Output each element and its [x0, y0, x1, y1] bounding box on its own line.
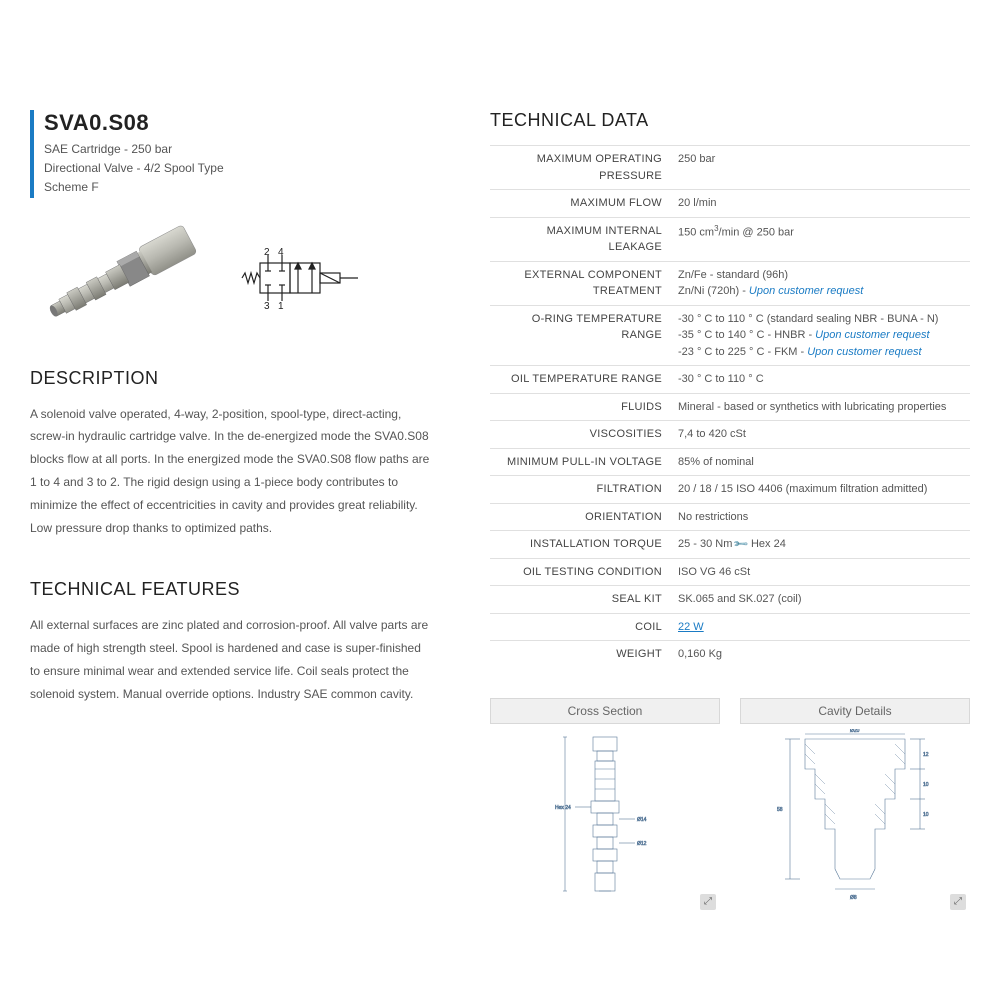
schematic-symbol: 2 4 3 1	[230, 243, 370, 313]
svg-text:Hex 24: Hex 24	[555, 805, 571, 811]
spec-label: OIL TEMPERATURE RANGE	[490, 366, 670, 394]
svg-text:12: 12	[923, 752, 929, 758]
spec-label: EXTERNAL COMPONENT TREATMENT	[490, 261, 670, 305]
spec-label: MAXIMUM OPERATING PRESSURE	[490, 146, 670, 190]
cavity-details-drawing: 12 10 10 58 Ø8 Ø20 ⤢	[740, 724, 970, 914]
spec-value: 20 / 18 / 15 ISO 4406 (maximum filtratio…	[670, 476, 970, 504]
left-column: SVA0.S08 SAE Cartridge - 250 bar Directi…	[30, 110, 430, 914]
svg-text:Ø8: Ø8	[850, 895, 857, 901]
drawings-row: Cross Section	[490, 698, 970, 914]
port-label-4: 4	[278, 247, 284, 258]
title-block: SVA0.S08 SAE Cartridge - 250 bar Directi…	[30, 110, 430, 198]
svg-text:10: 10	[923, 782, 929, 788]
table-row: MAXIMUM INTERNAL LEAKAGE150 cm3/min @ 25…	[490, 217, 970, 261]
spec-value: 25 - 30 Nm 🔧 Hex 24	[670, 531, 970, 559]
description-text: A solenoid valve operated, 4-way, 2-posi…	[30, 403, 430, 540]
product-title: SVA0.S08	[44, 110, 430, 136]
table-row: WEIGHT0,160 Kg	[490, 641, 970, 668]
spec-label: VISCOSITIES	[490, 421, 670, 449]
spec-value: -30 ° C to 110 ° C	[670, 366, 970, 394]
spec-value: Mineral - based or synthetics with lubri…	[670, 393, 970, 421]
table-row: MAXIMUM OPERATING PRESSURE250 bar	[490, 146, 970, 190]
technical-data-table: MAXIMUM OPERATING PRESSURE250 barMAXIMUM…	[490, 145, 970, 668]
spec-value: -30 ° C to 110 ° C (standard sealing NBR…	[670, 305, 970, 366]
port-label-1: 1	[278, 301, 284, 312]
features-heading: TECHNICAL FEATURES	[30, 579, 430, 600]
svg-text:Ø20: Ø20	[850, 729, 860, 734]
spec-label: MAXIMUM INTERNAL LEAKAGE	[490, 217, 670, 261]
table-row: MAXIMUM FLOW20 l/min	[490, 190, 970, 218]
spec-label: FLUIDS	[490, 393, 670, 421]
cross-section-drawing: Hex 24 Ø14 Ø12 ⤢	[490, 724, 720, 914]
expand-icon[interactable]: ⤢	[950, 894, 966, 910]
spec-label: COIL	[490, 613, 670, 641]
table-row: VISCOSITIES7,4 to 420 cSt	[490, 421, 970, 449]
spec-value: 85% of nominal	[670, 448, 970, 476]
spec-label: INSTALLATION TORQUE	[490, 531, 670, 559]
table-row: SEAL KITSK.065 and SK.027 (coil)	[490, 586, 970, 614]
spec-value: No restrictions	[670, 503, 970, 531]
spec-value: 150 cm3/min @ 250 bar	[670, 217, 970, 261]
valve-render	[30, 218, 210, 338]
description-heading: DESCRIPTION	[30, 368, 430, 389]
spec-value: 22 W	[670, 613, 970, 641]
features-text: All external surfaces are zinc plated an…	[30, 614, 430, 705]
table-row: OIL TESTING CONDITIONISO VG 46 cSt	[490, 558, 970, 586]
table-row: O-RING TEMPERATURE RANGE-30 ° C to 110 °…	[490, 305, 970, 366]
port-label-3: 3	[264, 301, 270, 312]
table-row: EXTERNAL COMPONENT TREATMENTZn/Fe - stan…	[490, 261, 970, 305]
cavity-details-box: Cavity Details	[740, 698, 970, 914]
spec-value: ISO VG 46 cSt	[670, 558, 970, 586]
spec-label: FILTRATION	[490, 476, 670, 504]
spec-value: 250 bar	[670, 146, 970, 190]
spec-label: WEIGHT	[490, 641, 670, 668]
images-row: 2 4 3 1	[30, 218, 430, 338]
subtitle-line-3: Scheme F	[44, 178, 430, 197]
spec-label: SEAL KIT	[490, 586, 670, 614]
spec-value: 20 l/min	[670, 190, 970, 218]
table-row: MINIMUM PULL-IN VOLTAGE85% of nominal	[490, 448, 970, 476]
expand-icon[interactable]: ⤢	[700, 894, 716, 910]
cross-section-header: Cross Section	[490, 698, 720, 724]
spec-label: OIL TESTING CONDITION	[490, 558, 670, 586]
spec-value: 7,4 to 420 cSt	[670, 421, 970, 449]
spec-label: MAXIMUM FLOW	[490, 190, 670, 218]
spec-label: ORIENTATION	[490, 503, 670, 531]
right-column: TECHNICAL DATA MAXIMUM OPERATING PRESSUR…	[490, 110, 970, 914]
table-row: OIL TEMPERATURE RANGE-30 ° C to 110 ° C	[490, 366, 970, 394]
port-label-2: 2	[264, 247, 270, 258]
page-container: SVA0.S08 SAE Cartridge - 250 bar Directi…	[30, 110, 970, 914]
technical-data-heading: TECHNICAL DATA	[490, 110, 970, 131]
table-row: FLUIDSMineral - based or synthetics with…	[490, 393, 970, 421]
subtitle-line-1: SAE Cartridge - 250 bar	[44, 140, 430, 159]
spec-label: O-RING TEMPERATURE RANGE	[490, 305, 670, 366]
cavity-details-header: Cavity Details	[740, 698, 970, 724]
spec-label: MINIMUM PULL-IN VOLTAGE	[490, 448, 670, 476]
spec-value: Zn/Fe - standard (96h)Zn/Ni (720h) - Upo…	[670, 261, 970, 305]
spec-value: 0,160 Kg	[670, 641, 970, 668]
cross-section-box: Cross Section	[490, 698, 720, 914]
svg-text:Ø14: Ø14	[637, 817, 647, 823]
subtitle-line-2: Directional Valve - 4/2 Spool Type	[44, 159, 430, 178]
table-row: INSTALLATION TORQUE25 - 30 Nm 🔧 Hex 24	[490, 531, 970, 559]
svg-text:58: 58	[777, 807, 783, 813]
svg-text:10: 10	[923, 812, 929, 818]
table-row: FILTRATION20 / 18 / 15 ISO 4406 (maximum…	[490, 476, 970, 504]
table-row: COIL22 W	[490, 613, 970, 641]
svg-text:Ø12: Ø12	[637, 841, 647, 847]
spec-value: SK.065 and SK.027 (coil)	[670, 586, 970, 614]
table-row: ORIENTATIONNo restrictions	[490, 503, 970, 531]
